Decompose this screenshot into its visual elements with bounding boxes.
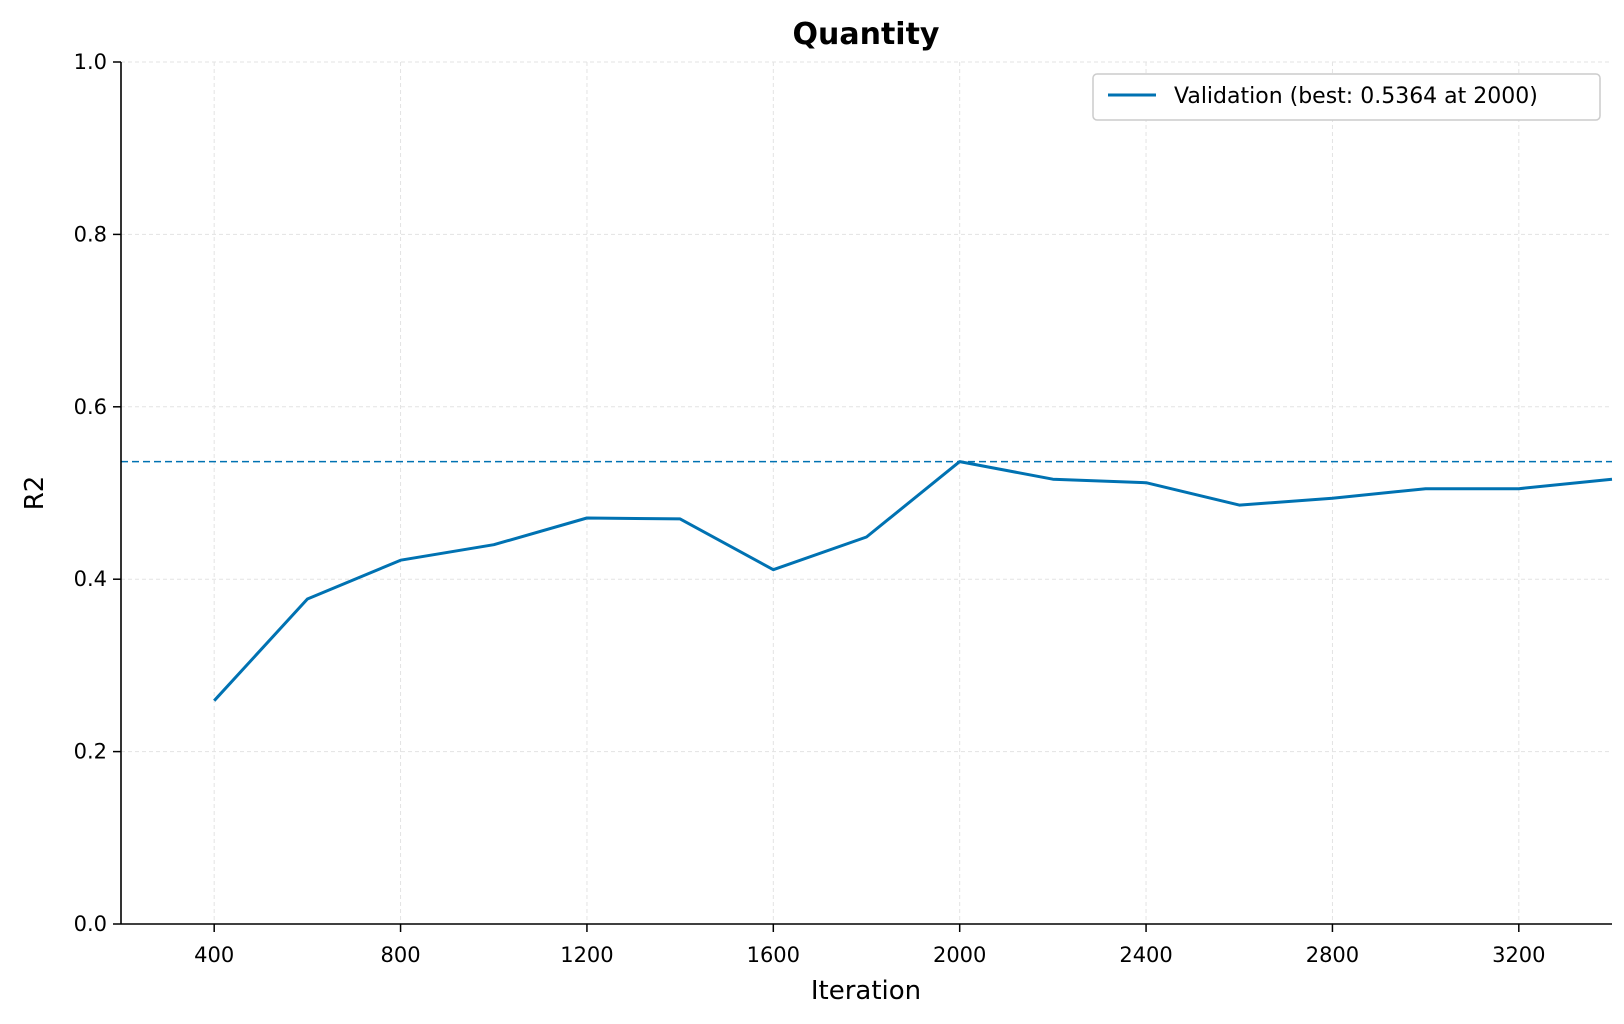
y-tick-label: 0.4 — [74, 567, 107, 591]
x-tick-label: 2000 — [933, 943, 986, 967]
y-tick-label: 0.8 — [74, 222, 107, 246]
y-ticks: 0.0 0.2 0.4 0.6 0.8 1.0 — [74, 50, 121, 936]
x-ticks: 400 800 1200 1600 2000 2400 2800 3200 — [194, 924, 1546, 967]
y-tick-label: 0.0 — [74, 912, 107, 936]
y-tick-label: 0.6 — [74, 395, 107, 419]
x-tick-label: 1600 — [747, 943, 800, 967]
x-tick-label: 400 — [194, 943, 234, 967]
legend: Validation (best: 0.5364 at 2000) — [1092, 73, 1601, 121]
x-tick-label: 2400 — [1119, 943, 1172, 967]
legend-box — [1092, 73, 1601, 121]
x-tick-label: 2800 — [1306, 943, 1359, 967]
x-axis-label: Iteration — [811, 976, 921, 1006]
y-tick-label: 1.0 — [74, 50, 107, 74]
legend-label: Validation (best: 0.5364 at 2000) — [1174, 84, 1538, 109]
x-tick-label: 3200 — [1492, 943, 1545, 967]
validation-series-line — [213, 460, 1613, 702]
y-axis-label: R2 — [20, 476, 50, 511]
y-tick-label: 0.2 — [74, 740, 107, 764]
grid — [121, 61, 1612, 925]
x-tick-label: 1200 — [560, 943, 613, 967]
axes — [120, 62, 1612, 925]
chart-title: Quantity — [793, 17, 940, 52]
x-tick-label: 800 — [381, 943, 421, 967]
